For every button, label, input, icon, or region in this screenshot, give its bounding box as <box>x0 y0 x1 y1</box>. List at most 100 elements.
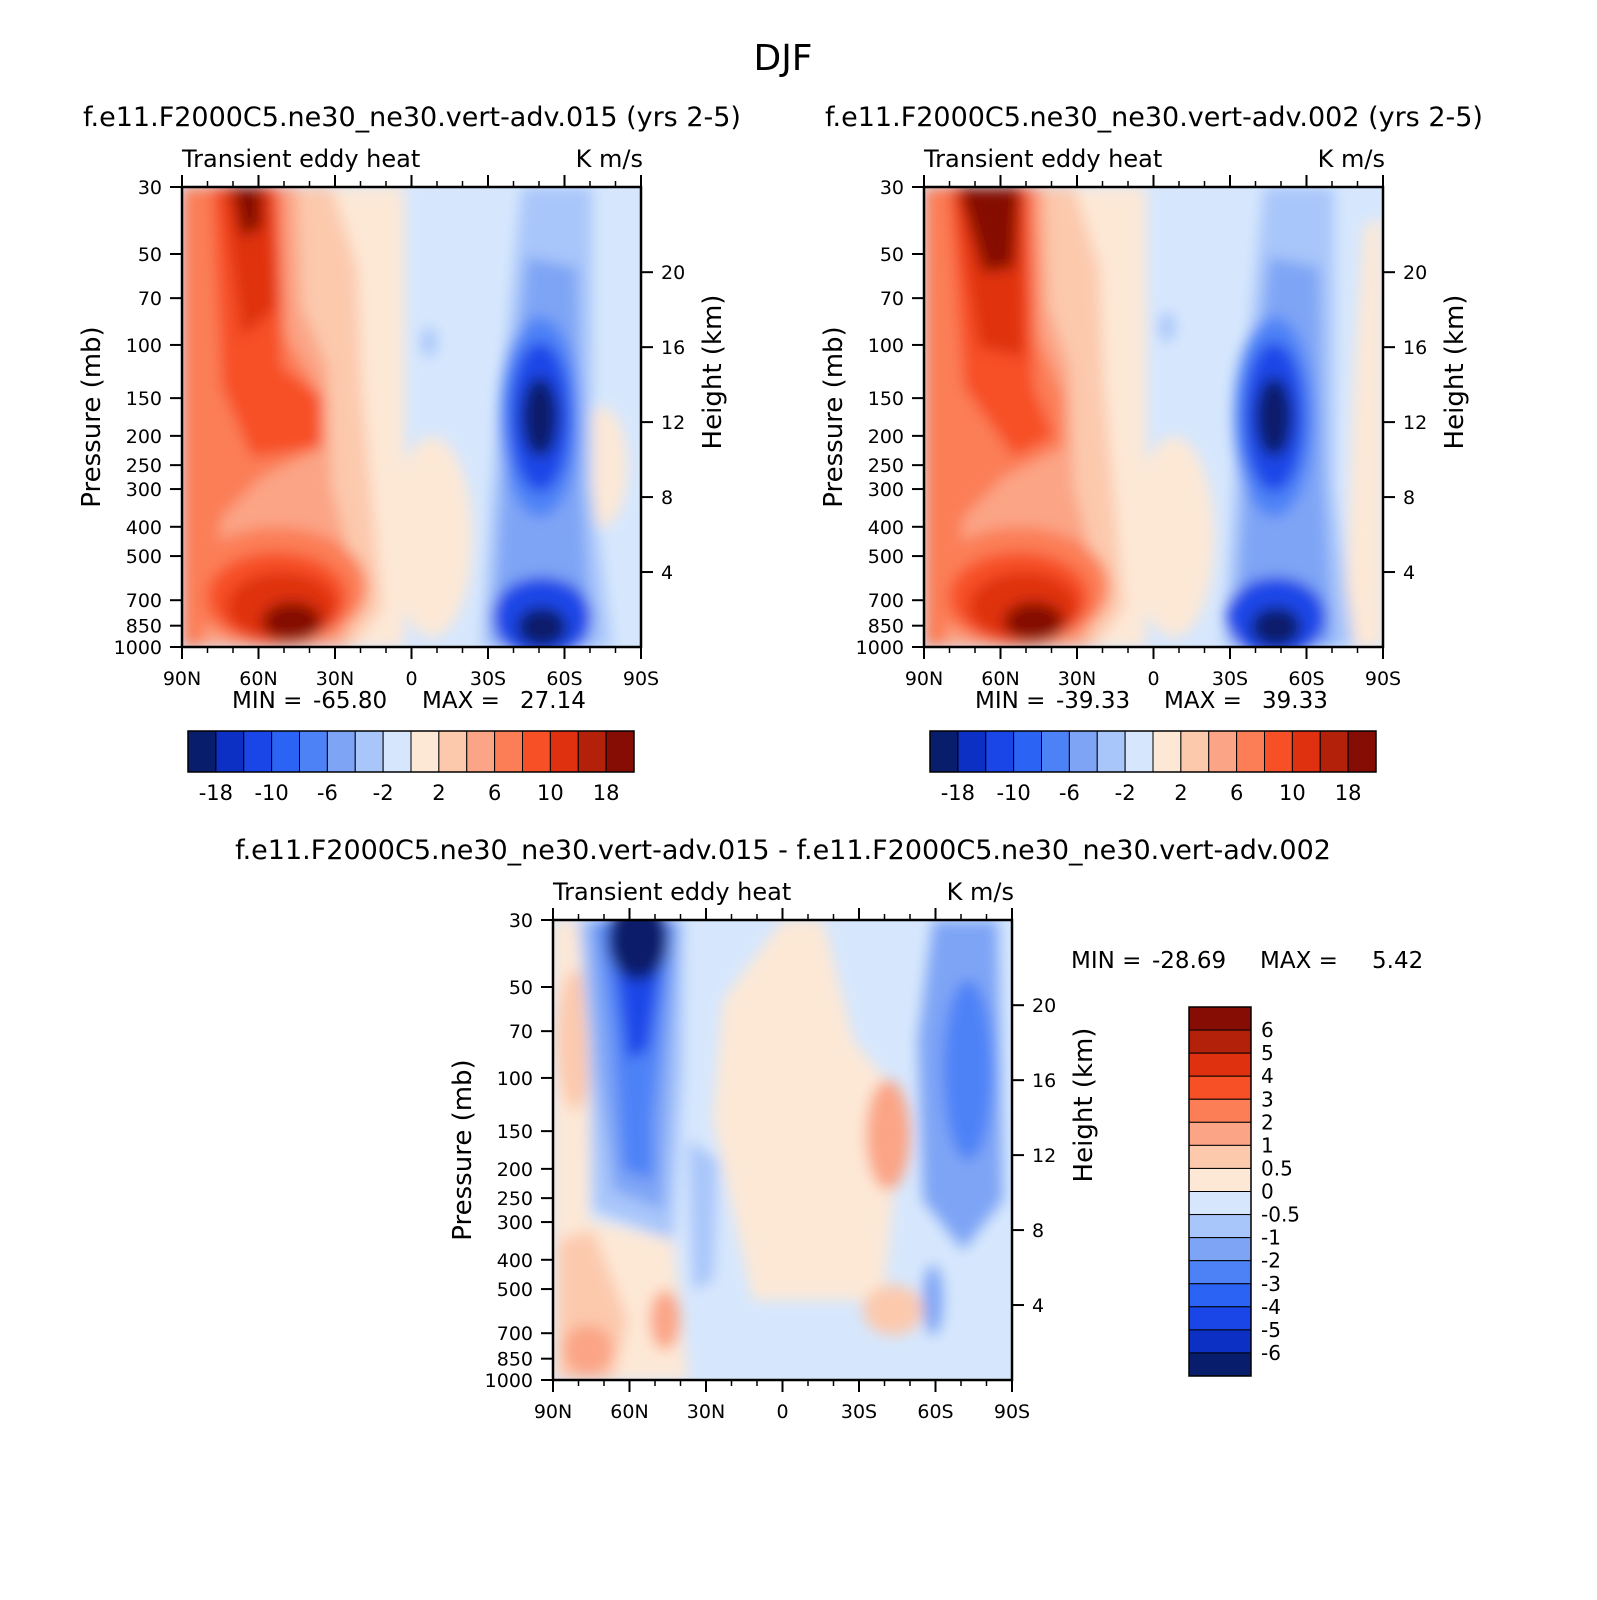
y-right-tick-label: 20 <box>661 262 685 284</box>
panel-2-colorbar: -18 -10 -6 -2 2 6 10 18 <box>929 730 1377 805</box>
colorbar-label: -10 <box>996 781 1030 805</box>
colorbar-swatch <box>1188 1214 1252 1239</box>
colorbar-label: -4 <box>1261 1295 1281 1319</box>
colorbar-label: 18 <box>593 781 620 805</box>
panel-2-right-string: K m/s <box>1318 145 1385 173</box>
x-tick-label: 30S <box>470 668 506 690</box>
y-right-tick-label: 20 <box>1403 262 1427 284</box>
colorbar-swatch <box>1291 730 1321 773</box>
colorbar-swatch <box>985 730 1015 773</box>
panel-3-nh-pos-2 <box>557 970 593 1110</box>
panel-3-stats: MIN = -28.69 MAX = 5.42 <box>1071 948 1423 974</box>
y-tick-label: 100 <box>126 335 162 357</box>
y-tick-label: 200 <box>497 1159 533 1181</box>
panel-2-min-label: MIN = <box>975 688 1045 714</box>
colorbar-label: 6 <box>1230 781 1243 805</box>
panel-2-title: f.e11.F2000C5.ne30_ne30.vert-adv.002 (yr… <box>825 102 1483 133</box>
colorbar-label: 0 <box>1261 1180 1274 1204</box>
panel-3-sh-neg-3 <box>923 1265 943 1335</box>
colorbar-label: -3 <box>1261 1272 1281 1296</box>
panel-3-tropical-pos <box>713 920 903 1300</box>
y-right-tick-label: 4 <box>1403 562 1415 584</box>
y-right-tick-label: 12 <box>1032 1145 1056 1167</box>
y-tick-label: 400 <box>868 517 904 539</box>
colorbar-swatch <box>1068 730 1098 773</box>
colorbar-swatch <box>1188 1167 1252 1192</box>
panel-3-field <box>553 920 1012 1380</box>
colorbar-label: -18 <box>941 781 975 805</box>
colorbar-swatch <box>1188 1052 1252 1077</box>
colorbar-label: -5 <box>1261 1318 1281 1342</box>
panel-3-max-value: 5.42 <box>1372 948 1423 974</box>
colorbar-frame <box>187 730 635 773</box>
x-tick-label: 30N <box>316 668 354 690</box>
y-right-tick-label: 4 <box>1032 1295 1044 1317</box>
y-tick-label: 50 <box>138 244 162 266</box>
x-tick-label: 90N <box>905 668 943 690</box>
x-tick-label: 60S <box>1288 668 1324 690</box>
y-tick-label: 500 <box>497 1279 533 1301</box>
panel-3-nh-pos-5 <box>650 1290 680 1350</box>
y-tick-label: 1000 <box>114 637 162 659</box>
y-tick-label: 400 <box>126 517 162 539</box>
x-tick-label: 60S <box>546 668 582 690</box>
y-tick-label: 200 <box>868 426 904 448</box>
x-tick-label: 30S <box>841 1401 877 1423</box>
panel-3-axes: 90N 60N 30N 0 30S 60S 90S 30 50 70 100 150 200 250300… <box>448 908 1099 1423</box>
y-right-tick-label: 12 <box>661 412 685 434</box>
panel-1-min-value: -65.80 <box>313 688 387 714</box>
y-tick-label: 200 <box>126 426 162 448</box>
colorbar-swatch <box>1319 730 1349 773</box>
y-right-tick-label: 4 <box>661 562 673 584</box>
panel-2-field <box>924 187 1383 647</box>
y-axis-title: Pressure (mb) <box>448 1059 478 1240</box>
colorbar-swatch <box>957 730 987 773</box>
colorbar-label: -2 <box>373 781 394 805</box>
colorbar-label: -1 <box>1261 1226 1281 1250</box>
x-tick-label: 30S <box>1212 668 1248 690</box>
panel-1-max-value: 27.14 <box>520 688 586 714</box>
panel-2-lower-core-4 <box>1004 602 1064 642</box>
y-right-axis-title: Height (km) <box>698 295 728 450</box>
panel-1-upper-core-1 <box>222 187 277 337</box>
colorbar-label: 3 <box>1261 1087 1274 1111</box>
colorbar-swatch <box>1188 1329 1252 1354</box>
panel-1-title: f.e11.F2000C5.ne30_ne30.vert-adv.015 (yr… <box>83 102 741 133</box>
x-tick-label: 30N <box>1058 668 1096 690</box>
x-tick-label: 90N <box>534 1401 572 1423</box>
colorbar-label: 18 <box>1335 781 1362 805</box>
y-tick-label: 150 <box>868 388 904 410</box>
panel-1-field <box>182 187 641 647</box>
colorbar-label: 2 <box>432 781 445 805</box>
panel-3-right-string: K m/s <box>947 878 1014 906</box>
y-axis-title: Pressure (mb) <box>819 326 849 507</box>
y-right-tick-label: 12 <box>1403 412 1427 434</box>
y-right-tick-label: 16 <box>661 337 685 359</box>
colorbar-swatch <box>1188 1075 1252 1100</box>
x-tick-label: 0 <box>776 1401 788 1423</box>
colorbar-swatch <box>1041 730 1070 773</box>
colorbar-label: 6 <box>488 781 501 805</box>
colorbar-swatch <box>1180 730 1210 773</box>
y-tick-label: 700 <box>126 590 162 612</box>
panel-1-stats: MIN = -65.80 MAX = 27.14 <box>232 688 586 714</box>
y-tick-label: 50 <box>509 977 533 999</box>
panel-3-sh-pos-2 <box>863 1285 923 1335</box>
y-right-tick-label: 8 <box>1032 1220 1044 1242</box>
colorbar-swatch <box>1188 1121 1252 1146</box>
y-tick-label: 250 <box>497 1188 533 1210</box>
colorbar-swatch <box>1236 730 1265 773</box>
y-tick-label: 300 <box>497 1212 533 1234</box>
colorbar-label: 10 <box>1279 781 1306 805</box>
panel-1-colorbar: -18 -10 -6 -2 2 6 10 18 <box>187 730 635 805</box>
colorbar-swatch <box>1188 1029 1252 1054</box>
colorbar-swatch <box>1188 1098 1252 1123</box>
colorbar-swatch <box>1188 1283 1252 1308</box>
colorbar-swatch <box>1188 1006 1252 1031</box>
x-tick-label: 60N <box>239 668 277 690</box>
panel-3-min-value: -28.69 <box>1152 948 1226 974</box>
colorbar-label: -6 <box>1059 781 1080 805</box>
panel-1-tropical-neg <box>421 327 437 357</box>
panel-3-sh-pos-1 <box>866 1080 910 1190</box>
panel-2-tropical-neg <box>1159 312 1175 342</box>
